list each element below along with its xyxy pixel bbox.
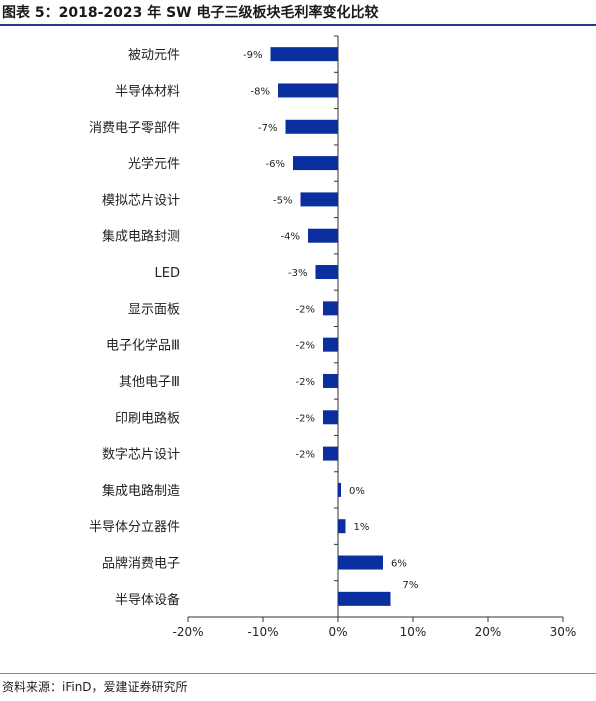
data-label: -2% <box>296 304 315 315</box>
bar <box>285 119 338 134</box>
category-label: 显示面板 <box>128 302 180 317</box>
bottom-divider <box>0 673 596 674</box>
bar <box>315 265 338 280</box>
category-label: 光学元件 <box>128 156 180 172</box>
category-label: 数字芯片设计 <box>102 448 180 463</box>
bar <box>300 192 338 207</box>
bar <box>338 482 341 497</box>
category-label: 半导体材料 <box>115 84 180 99</box>
data-label: -2% <box>296 413 315 424</box>
bar <box>308 228 338 243</box>
category-label: 印刷电路板 <box>115 410 180 426</box>
data-label: -2% <box>296 341 315 352</box>
category-label: 其他电子Ⅲ <box>119 375 180 390</box>
x-tick-label: 30% <box>550 625 577 639</box>
bar-chart: -20% -10% 0% 10% 20% 30% 被动元件 -9% 半导体材料 -8% 消费电子零部… <box>89 35 577 639</box>
category-label: 电子化学品Ⅲ <box>106 338 180 354</box>
category-label: LED <box>155 266 180 281</box>
title-bar: 图表 5：2018-2023 年 SW 电子三级板块毛利率变化比较 <box>0 0 596 26</box>
source-note: 资料来源：iFinD，爱建证券研究所 <box>2 680 188 694</box>
data-label: -2% <box>296 377 315 388</box>
bar <box>278 83 338 98</box>
x-tick-label: -10% <box>247 625 278 639</box>
data-label: -9% <box>243 50 262 61</box>
category-label: 集成电路封测 <box>102 229 180 245</box>
category-label: 被动元件 <box>128 48 180 63</box>
category-label: 模拟芯片设计 <box>102 193 180 208</box>
data-label: -6% <box>266 159 285 170</box>
data-label: 1% <box>354 522 370 533</box>
bar <box>323 373 338 388</box>
data-label: -7% <box>258 123 277 134</box>
chart-title: 图表 5：2018-2023 年 SW 电子三级板块毛利率变化比较 <box>2 5 379 21</box>
bar <box>323 410 338 425</box>
data-label: -3% <box>288 268 307 279</box>
data-label: -4% <box>281 232 300 243</box>
data-label: 0% <box>349 486 365 497</box>
bar <box>338 519 346 534</box>
category-label: 品牌消费电子 <box>102 556 180 572</box>
data-label: -2% <box>296 450 315 461</box>
data-label: -8% <box>251 86 270 97</box>
category-label: 半导体设备 <box>115 592 180 608</box>
bar <box>323 446 338 461</box>
x-tick-label: 10% <box>400 625 427 639</box>
x-tick-label: 20% <box>475 625 502 639</box>
bar <box>338 555 383 570</box>
bar <box>293 156 338 171</box>
bar <box>338 591 391 606</box>
data-label: 7% <box>403 580 419 591</box>
category-label: 半导体分立器件 <box>89 520 180 535</box>
data-label: -5% <box>273 195 292 206</box>
bar <box>323 301 338 316</box>
bar <box>270 47 338 62</box>
bar <box>323 337 338 352</box>
data-label: 6% <box>391 559 407 570</box>
category-label: 集成电路制造 <box>102 483 180 499</box>
category-label: 消费电子零部件 <box>89 121 180 136</box>
x-tick-label: 0% <box>328 625 347 639</box>
x-tick-label: -20% <box>172 625 203 639</box>
